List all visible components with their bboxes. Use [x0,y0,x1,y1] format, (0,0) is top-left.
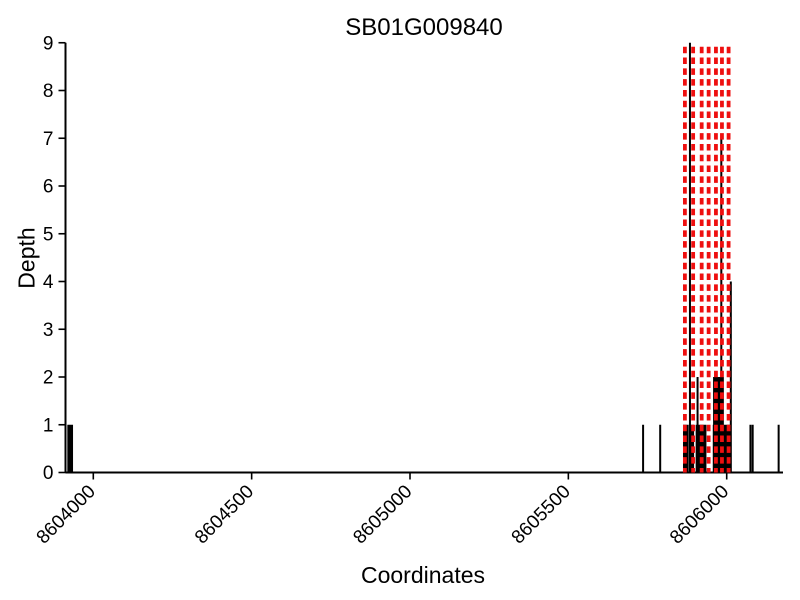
x-tick-label: 8604500 [191,481,258,548]
y-tick-label: 9 [43,33,54,54]
y-tick-label: 2 [43,368,54,389]
y-tick-label: 4 [43,272,54,293]
y-tick-label: 6 [43,177,54,198]
y-tick-label: 5 [43,224,54,245]
y-tick-label: 1 [43,415,54,436]
y-tick-label: 3 [43,320,54,341]
x-axis-title: Coordinates [360,562,486,588]
y-tick-label: 0 [43,463,54,484]
y-tick-label: 7 [43,129,54,150]
chart-title: SB01G009840 [345,14,503,41]
depth-bar [67,424,74,473]
x-tick-label: 8604000 [33,481,100,548]
y-axis-title: Depth [13,227,40,289]
x-tick-label: 8605000 [349,481,416,548]
x-tick-label: 8606000 [666,481,733,548]
x-tick-label: 8605500 [508,481,575,548]
y-tick-label: 8 [43,81,54,102]
depth-bar [713,377,724,473]
